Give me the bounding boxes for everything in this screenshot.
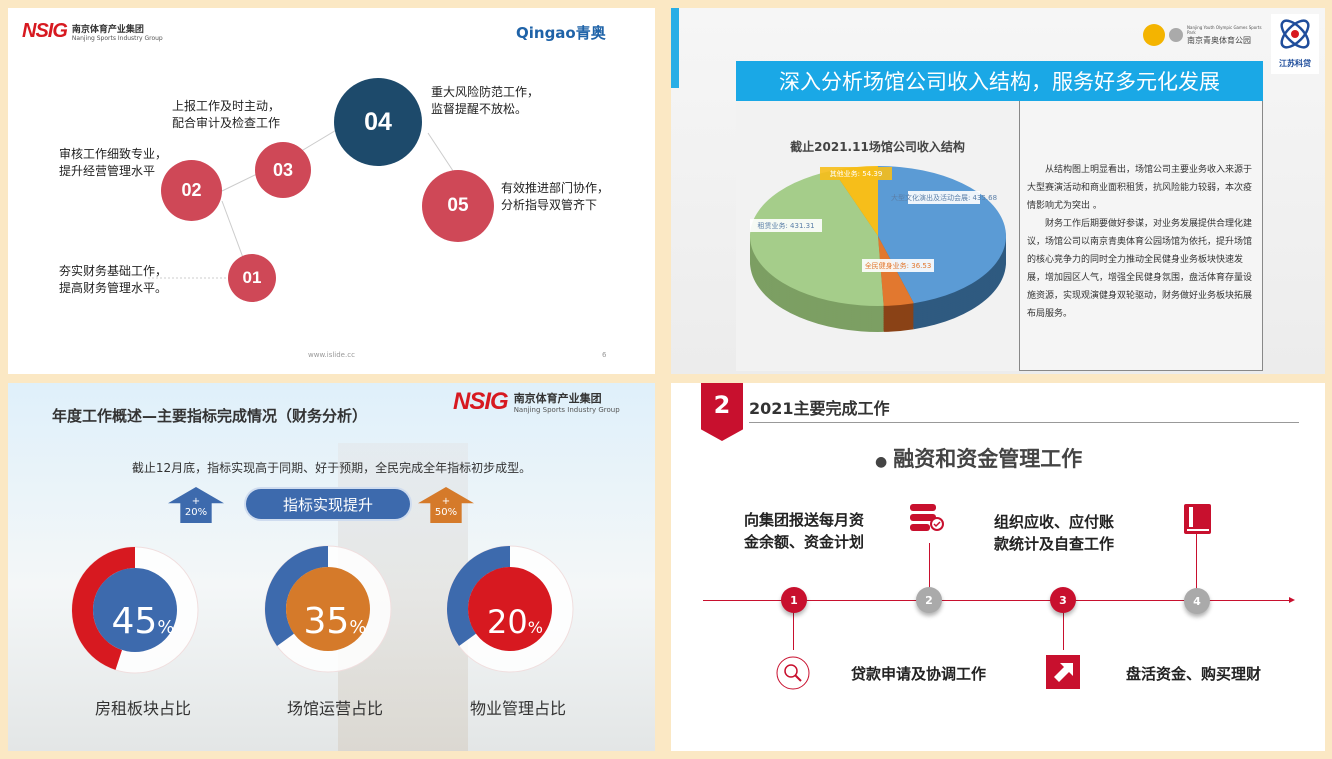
node-02: 02 <box>161 160 222 221</box>
donut-arc-1 <box>264 546 328 647</box>
search-icon <box>776 656 810 690</box>
donut-arc-2 <box>446 546 510 647</box>
revenue-pie-chart: 大型文化演出及活动会展: 435.68 全民健身业务: 36.53 租赁业务: 43… <box>749 166 1007 332</box>
paragraph-1: 从结构图上明显看出，场馆公司主要业务收入来源于大型赛演活动和商业面积租赁，抗风险… <box>1027 165 1253 211</box>
pie-label-2: 租赁业务: 431.31 <box>757 221 814 230</box>
slide-revenue-structure: Nanjing Youth Olympic Games Sports Park 南… <box>671 8 1325 374</box>
node-01: 01 <box>228 254 276 302</box>
timeline-arrowhead <box>1289 597 1295 603</box>
donut-3-value: 20% <box>487 603 543 641</box>
pie-label-1: 全民健身业务: 36.53 <box>865 261 932 270</box>
timeline-axis <box>703 600 1293 601</box>
section-title: 2021主要完成工作 <box>749 399 890 418</box>
connector-1 <box>793 600 794 650</box>
slide-finance-tasks: NSIG 南京体育产业集团 Nanjing Sports Industry Gro… <box>8 8 655 374</box>
connector-4 <box>1196 533 1197 600</box>
step-3-node: 3 <box>1050 587 1076 613</box>
connector-2 <box>929 543 930 600</box>
section-number-badge: 2 <box>701 383 743 441</box>
step-2-text: 贷款申请及协调工作 <box>851 665 987 683</box>
slide-title: 年度工作概述—主要指标完成情况（财务分析） <box>52 407 368 425</box>
donut-arc-0 <box>72 547 135 670</box>
heading: ● 融资和资金管理工作 <box>875 447 1083 471</box>
accent-strip <box>671 8 679 88</box>
pie-slice-2 <box>750 170 884 307</box>
increase-arrow-blue: +20% <box>168 487 224 523</box>
note-01: 夯实财务基础工作， 提高财务管理水平。 <box>59 264 168 295</box>
qingao-logo: Qingao青奥 <box>516 24 606 42</box>
nsig-logo: NSIG 南京体育产业集团 Nanjing Sports Industry Gro… <box>453 388 620 415</box>
donut-2-label: 场馆运营占比 <box>286 699 383 718</box>
step-1-text: 向集团报送每月资 金余额、资金计划 <box>744 511 865 551</box>
donut-1-value: 45% <box>111 601 175 642</box>
pie-slice-3 <box>833 166 878 236</box>
slide-indicators: 年度工作概述—主要指标完成情况（财务分析） NSIG 南京体育产业集团 Nanji… <box>8 383 655 751</box>
step-2-node: 2 <box>916 587 942 613</box>
donut-2-value: 35% <box>303 601 367 642</box>
park-logo: Nanjing Youth Olympic Games Sports Park 南… <box>1143 24 1267 46</box>
donut-core-0 <box>93 568 177 652</box>
logo-en: Nanjing Sports Industry Group <box>71 34 163 42</box>
pie-label-bg-0 <box>908 191 980 204</box>
donut-core-1 <box>286 567 370 651</box>
note-03: 上报工作及时主动， 配合审计及检查工作 <box>172 99 281 130</box>
step-4-node: 4 <box>1184 588 1210 614</box>
node-05: 05 <box>422 170 494 242</box>
donut-3-label: 物业管理占比 <box>469 699 566 718</box>
note-02: 审核工作细致专业， 提升经营管理水平 <box>59 147 168 178</box>
donut-charts <box>71 545 574 674</box>
indicator-pill: 指标实现提升 <box>246 489 410 519</box>
footer-url: www.islide.cc <box>308 351 355 359</box>
arrow-box-icon <box>1046 655 1080 689</box>
analysis-box <box>1019 101 1263 371</box>
slide-major-work: 2 2021主要完成工作 ● 融资和资金管理工作 1 2 3 4 向集团报送每月资… <box>671 383 1325 751</box>
page-number: 6 <box>602 351 607 359</box>
step-3-text: 组织应收、应付账 款统计及自查工作 <box>994 513 1115 553</box>
banner-title: 深入分析场馆公司收入结构，服务好多元化发展 <box>736 61 1263 101</box>
pie-label-bg-2 <box>750 219 822 232</box>
donut-core-2 <box>468 567 552 651</box>
atom-icon <box>1280 19 1310 49</box>
analysis-text: 从结构图上明显看出，场馆公司主要业务收入来源于大型赛演活动和商业面积租赁，抗风险… <box>1027 161 1255 323</box>
server-check-icon <box>910 504 944 531</box>
step-4-text: 盘活资金、购买理财 <box>1126 665 1262 683</box>
pie-label-bg-3 <box>820 167 892 180</box>
note-04: 重大风险防范工作， 监督提醒不放松。 <box>431 85 540 116</box>
note-05: 有效推进部门协作， 分析指导双管齐下 <box>501 181 610 212</box>
pie-label-0: 大型文化演出及活动会展: 435.68 <box>891 193 997 202</box>
chart-title: 截止2021.11场馆公司收入结构 <box>790 140 965 154</box>
step-1-node: 1 <box>781 587 807 613</box>
pie-label-3: 其他业务: 54.39 <box>830 169 883 178</box>
pie-label-bg-1 <box>862 259 934 272</box>
summary-text: 截止12月底，指标实现高于同期、好于预期，全民完成全年指标初步成型。 <box>131 461 532 475</box>
jiangsu-logo: 江苏科贷 <box>1271 14 1319 74</box>
logo-cn: 南京体育产业集团 <box>71 24 144 35</box>
paragraph-2: 财务工作后期要做好参谋，对业务发展提供合理化建议，场馆公司以南京青奥体育公园场馆… <box>1027 219 1253 319</box>
connector-3 <box>1063 600 1064 650</box>
nsig-logo: NSIG 南京体育产业集团 Nanjing Sports Industry Gro… <box>22 20 163 43</box>
logo-mark: NSIG <box>22 20 68 42</box>
node-04: 04 <box>334 78 422 166</box>
book-icon <box>1184 504 1211 534</box>
node-03: 03 <box>255 142 311 198</box>
title-divider <box>749 422 1299 423</box>
donut-1-label: 房租板块占比 <box>94 699 191 718</box>
